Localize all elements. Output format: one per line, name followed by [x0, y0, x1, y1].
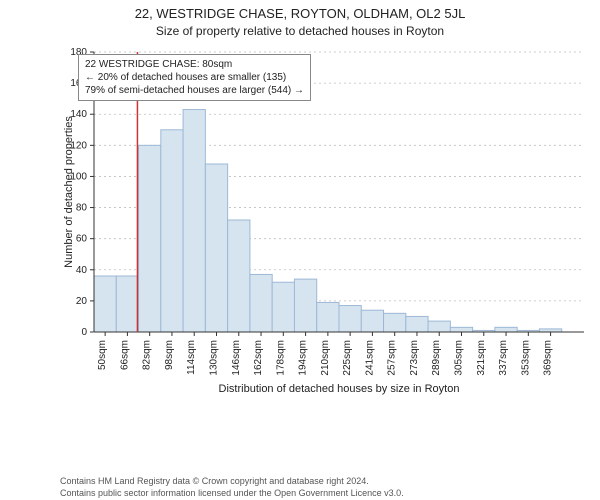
x-tick-label: 162sqm	[253, 340, 264, 376]
y-axis-label: Number of detached properties	[63, 116, 75, 268]
annotation-line-3: 79% of semi-detached houses are larger (…	[85, 84, 304, 97]
x-tick-label: 66sqm	[119, 340, 130, 370]
histogram-bar	[317, 302, 339, 332]
y-tick-label: 20	[76, 296, 88, 307]
x-tick-label: 178sqm	[275, 340, 286, 376]
histogram-bar	[361, 310, 383, 332]
chart-subtitle: Size of property relative to detached ho…	[0, 24, 600, 38]
histogram-bar	[339, 306, 361, 332]
histogram-bar	[250, 274, 272, 332]
x-tick-label: 210sqm	[320, 340, 331, 376]
x-tick-label: 289sqm	[431, 340, 442, 376]
histogram-bar	[384, 313, 406, 332]
chart-title: 22, WESTRIDGE CHASE, ROYTON, OLDHAM, OL2…	[0, 6, 600, 21]
histogram-bar	[294, 279, 316, 332]
histogram-bar	[116, 276, 138, 332]
x-tick-label: 194sqm	[298, 340, 309, 376]
x-tick-label: 225sqm	[342, 340, 353, 376]
histogram-bar	[94, 276, 116, 332]
histogram-bar	[272, 282, 294, 332]
histogram-bar	[495, 327, 517, 332]
x-tick-label: 82sqm	[142, 340, 153, 370]
x-tick-label: 353sqm	[520, 340, 531, 376]
histogram-bar	[228, 220, 250, 332]
annotation-line-2: ← 20% of detached houses are smaller (13…	[85, 71, 304, 84]
histogram-bar	[428, 321, 450, 332]
histogram-bar	[139, 145, 161, 332]
histogram-bar	[205, 164, 227, 332]
x-tick-label: 241sqm	[364, 340, 375, 376]
y-tick-label: 60	[76, 234, 88, 245]
footer-line-2: Contains public sector information licen…	[60, 488, 404, 500]
x-tick-label: 337sqm	[498, 340, 509, 376]
footer-line-1: Contains HM Land Registry data © Crown c…	[60, 476, 404, 488]
histogram-bar	[183, 110, 205, 332]
x-tick-label: 98sqm	[164, 340, 175, 370]
x-tick-label: 114sqm	[186, 340, 197, 375]
x-tick-label: 50sqm	[97, 340, 108, 370]
x-tick-label: 321sqm	[476, 340, 487, 376]
y-tick-label: 0	[81, 327, 87, 338]
x-axis-label: Distribution of detached houses by size …	[219, 383, 460, 395]
x-tick-label: 369sqm	[543, 340, 554, 376]
y-tick-label: 40	[76, 265, 88, 276]
chart-container: 22, WESTRIDGE CHASE, ROYTON, OLDHAM, OL2…	[0, 0, 600, 500]
x-tick-label: 305sqm	[454, 340, 465, 376]
x-tick-label: 273sqm	[409, 340, 420, 376]
histogram-bar	[161, 130, 183, 332]
x-tick-label: 130sqm	[209, 340, 220, 376]
annotation-box: 22 WESTRIDGE CHASE: 80sqm ← 20% of detac…	[78, 54, 311, 101]
x-tick-label: 257sqm	[387, 340, 398, 376]
x-tick-label: 146sqm	[231, 340, 242, 376]
histogram-bar	[406, 316, 428, 332]
annotation-line-1: 22 WESTRIDGE CHASE: 80sqm	[85, 58, 304, 71]
y-tick-label: 80	[76, 203, 88, 214]
histogram-bar	[450, 327, 472, 332]
footer-attribution: Contains HM Land Registry data © Crown c…	[60, 476, 404, 499]
